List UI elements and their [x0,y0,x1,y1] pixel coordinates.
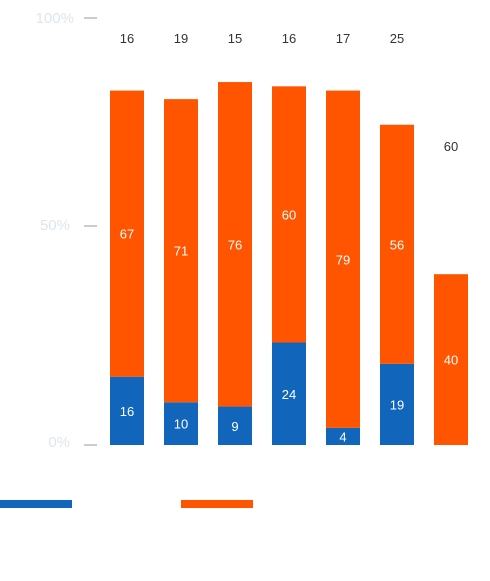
label-orange-5: 56 [390,237,404,252]
legend-swatch-blue [0,500,72,508]
label-remainder-6: 60 [444,139,458,154]
bar-blue-0 [110,376,144,445]
label-orange-2: 76 [228,237,242,252]
label-orange-3: 60 [282,207,296,222]
label-remainder-0: 16 [120,31,134,46]
bar-orange-0 [110,90,144,377]
bar-orange-6 [434,274,468,445]
label-blue-1: 10 [174,417,188,432]
y-axis: 100% 50% 0% [36,10,97,451]
bar-blue-3 [272,342,306,445]
label-remainder-1: 19 [174,31,188,46]
bar-blue-4 [326,427,360,445]
y-tick-label-50: 50% [40,217,70,234]
bar-orange-1 [164,99,198,403]
label-orange-1: 71 [174,244,188,259]
label-orange-4: 79 [336,252,350,267]
label-remainder-4: 17 [336,31,350,46]
label-blue-2: 9 [231,419,238,434]
label-remainder-3: 16 [282,31,296,46]
bar-orange-2 [218,82,252,407]
label-blue-4: 4 [339,429,346,444]
label-orange-0: 67 [120,227,134,242]
label-remainder-5: 25 [390,31,404,46]
bar-blue-5 [380,363,414,445]
bar-orange-3 [272,86,306,343]
label-orange-6: 40 [444,353,458,368]
bar-orange-4 [326,90,360,428]
label-remainder-2: 15 [228,31,242,46]
legend-swatch-orange [181,500,253,508]
bar-orange-5 [380,124,414,364]
bar-blue-2 [218,406,252,445]
bar-blue-1 [164,402,198,445]
bars-group: 16 67 16 10 71 19 9 76 15 24 60 16 4 79 17 19 56 25 40 60 [110,31,468,445]
label-blue-5: 19 [390,397,404,412]
label-blue-0: 16 [120,404,134,419]
y-tick-label-0: 0% [48,434,70,451]
label-blue-3: 24 [282,387,296,402]
stacked-bar-chart: 100% 50% 0% 16 67 16 10 71 19 9 76 15 24 60 16 4 79 17… [36,10,468,451]
y-tick-label-100: 100% [36,10,74,27]
